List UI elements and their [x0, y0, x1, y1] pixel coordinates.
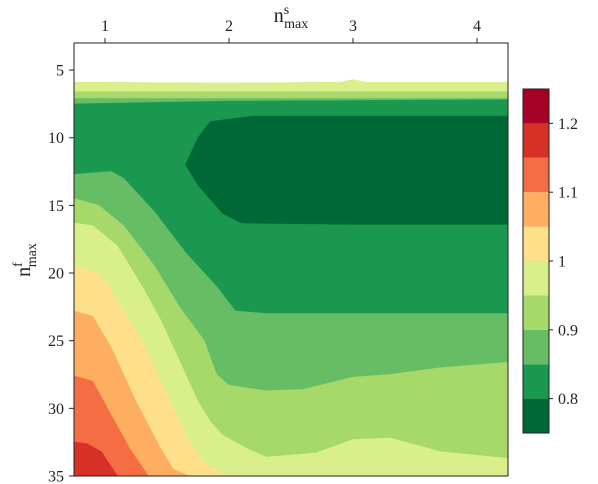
y-tick-label: 10 [48, 130, 64, 147]
colorbar-tick-label: 1.2 [558, 116, 578, 133]
plot-frame [73, 42, 509, 477]
colorbar-segment [523, 398, 549, 433]
contour-region-7 [74, 222, 508, 476]
x-axis-title: ns max [274, 3, 309, 32]
colorbar-tick-label: 1.1 [558, 185, 578, 202]
y-tick-label: 20 [48, 266, 64, 283]
colorbar-segment [523, 89, 549, 124]
colorbar-tick-label: 1 [558, 254, 566, 271]
colorbar-tick-label: 0.9 [558, 322, 578, 339]
contour-regions [74, 79, 508, 476]
contour-region-11 [74, 441, 118, 476]
y-tick-label: 35 [48, 469, 64, 484]
y-tick-label: 25 [48, 333, 64, 350]
y-tick-label: 15 [48, 198, 64, 215]
colorbar-frame [522, 88, 550, 434]
colorbar-segment [523, 226, 549, 261]
colorbar-segment [523, 123, 549, 158]
colorbar-segment [523, 157, 549, 193]
y-tick-label: 30 [48, 401, 64, 418]
colorbar-ticks: 0.8 0.9 1 1.1 1.2 [549, 116, 578, 408]
x-tick-label: 2 [225, 18, 233, 35]
colorbar-segment [523, 192, 549, 227]
colorbar-segment [523, 329, 549, 365]
colorbar [523, 89, 549, 433]
y-tick-label: 5 [56, 63, 64, 80]
x-tick-label: 4 [473, 18, 481, 35]
colorbar-segment [523, 261, 549, 296]
x-axis-ticks: 1 2 3 4 [101, 18, 481, 43]
colorbar-segment [523, 295, 549, 330]
contour-region-4 [185, 115, 508, 225]
x-tick-label: 3 [349, 18, 357, 35]
colorbar-segment [523, 364, 549, 399]
y-axis-ticks: 5 10 15 20 25 30 35 [48, 63, 74, 484]
x-tick-label: 1 [101, 18, 109, 35]
y-axis-title: nfmax [11, 243, 40, 277]
colorbar-tick-label: 0.8 [558, 391, 578, 408]
